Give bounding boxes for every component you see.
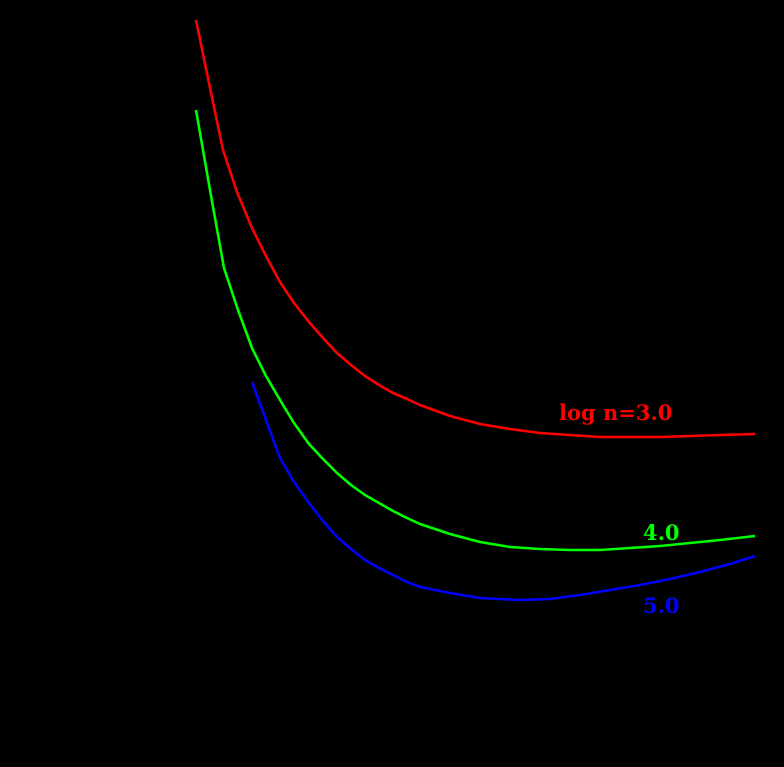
curve-label-log-n-3: log n=3.0	[559, 400, 672, 425]
curve-log-n-4	[194, 109, 756, 552]
curve-log-n-3	[194, 19, 756, 439]
curve-label-log-n-4: 4.0	[643, 520, 680, 545]
curve-label-log-n-5: 5.0	[643, 593, 680, 618]
curve-log-n-5	[250, 381, 756, 602]
